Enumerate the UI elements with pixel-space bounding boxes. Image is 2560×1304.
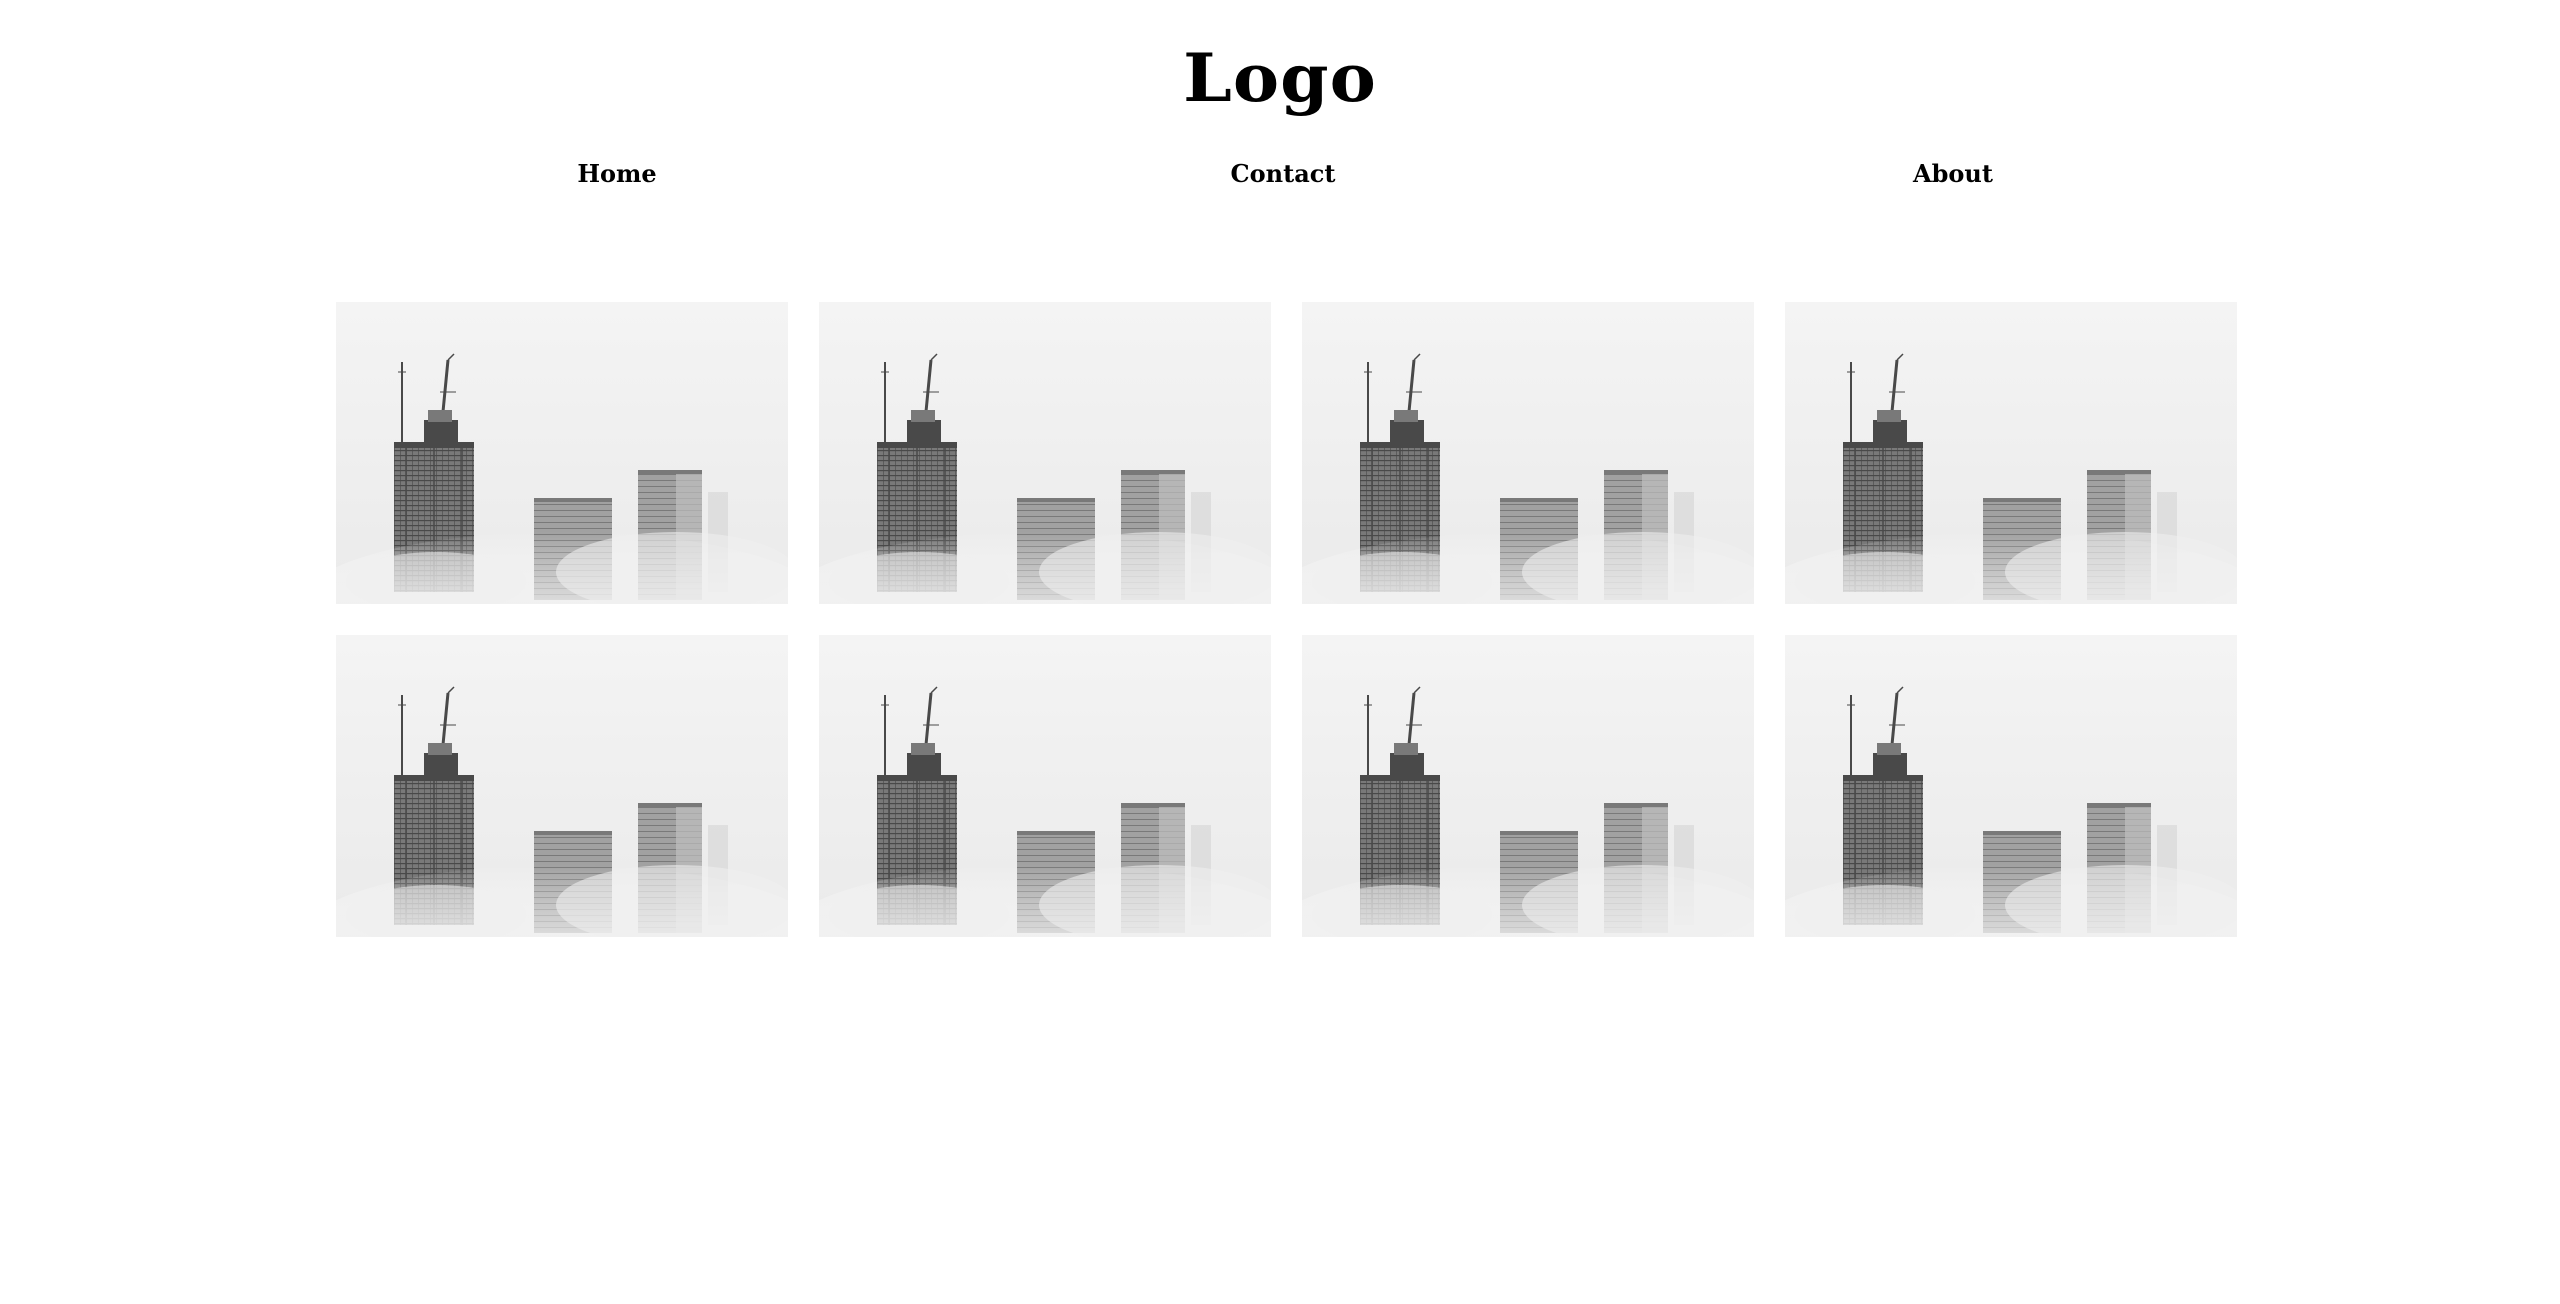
gallery-image[interactable] (1785, 302, 2237, 604)
site-logo[interactable]: Logo (1183, 39, 1377, 117)
gallery-image[interactable] (1302, 635, 1754, 937)
gallery-image[interactable] (819, 635, 1271, 937)
nav-link-home[interactable]: Home (577, 159, 657, 188)
nav-link-contact[interactable]: Contact (1230, 159, 1336, 188)
nav-link-about[interactable]: About (1913, 159, 1993, 188)
gallery-image[interactable] (1785, 635, 2237, 937)
gallery-image[interactable] (336, 302, 788, 604)
gallery-image[interactable] (336, 635, 788, 937)
gallery-image[interactable] (819, 302, 1271, 604)
gallery-image[interactable] (1302, 302, 1754, 604)
main-nav: Home Contact About (0, 156, 2560, 192)
image-gallery (336, 302, 2238, 937)
